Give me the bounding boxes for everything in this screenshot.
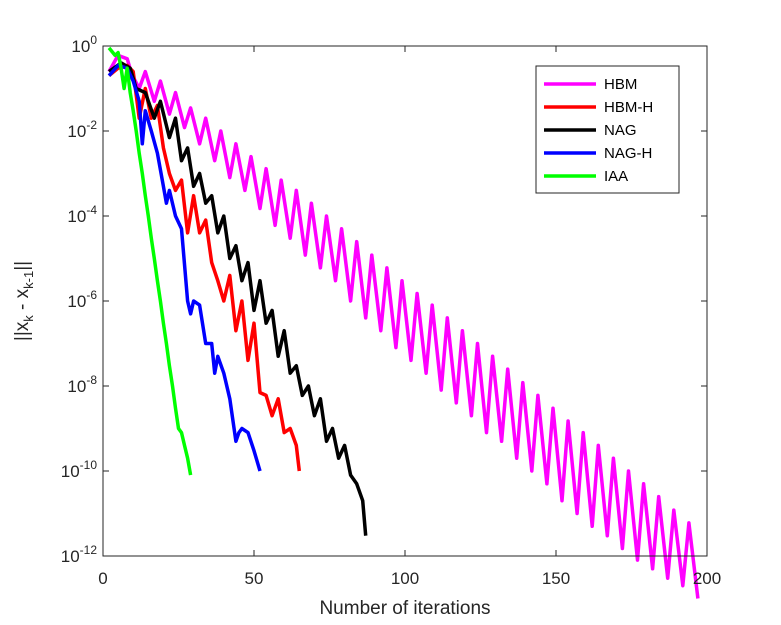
x-tick-label: 200 — [693, 569, 721, 588]
y-tick-label: 100 — [71, 33, 97, 56]
legend: HBM HBM-H NAG NAG-H IAA — [535, 65, 680, 194]
legend-label-nag: NAG — [604, 122, 637, 139]
y-axis-label-prefix: ||x — [12, 321, 33, 341]
legend-label-hbm: HBM — [604, 76, 637, 93]
x-axis-label: Number of iterations — [319, 598, 490, 619]
x-tick-label: 100 — [391, 569, 419, 588]
x-tick-label: 50 — [245, 569, 264, 588]
series-line-nag-h — [107, 63, 262, 472]
y-tick-label: 10-4 — [67, 203, 97, 226]
series-line-iaa — [107, 46, 193, 476]
x-tick-label: 0 — [98, 569, 107, 588]
y-tick-label: 10-2 — [67, 118, 97, 141]
legend-label-nag-h: NAG-H — [604, 145, 652, 162]
legend-label-iaa: IAA — [604, 168, 628, 185]
y-tick-label: 10-8 — [67, 373, 97, 396]
y-tick-label: 10-12 — [61, 543, 98, 566]
x-tick-label: 150 — [542, 569, 570, 588]
series-line-nag — [107, 61, 368, 536]
y-tick-label: 10-10 — [61, 458, 98, 481]
y-axis-label-sub2: k-1 — [21, 271, 36, 289]
series-layer — [107, 46, 700, 599]
y-tick-label: 10-6 — [67, 288, 97, 311]
tick-layer: 0 50 100 150 200 10-12 10-10 10-8 10-6 10-4 10-2 10… — [61, 33, 721, 588]
y-axis-label-suffix: || — [12, 261, 33, 271]
series-line-hbm — [107, 53, 700, 599]
y-axis-label-sub1: k — [21, 315, 36, 322]
y-axis-label-mid: - x — [12, 288, 33, 315]
legend-label-hbm-h: HBM-H — [604, 99, 653, 116]
y-axis-label: ||xk - xk-1|| — [12, 261, 36, 341]
